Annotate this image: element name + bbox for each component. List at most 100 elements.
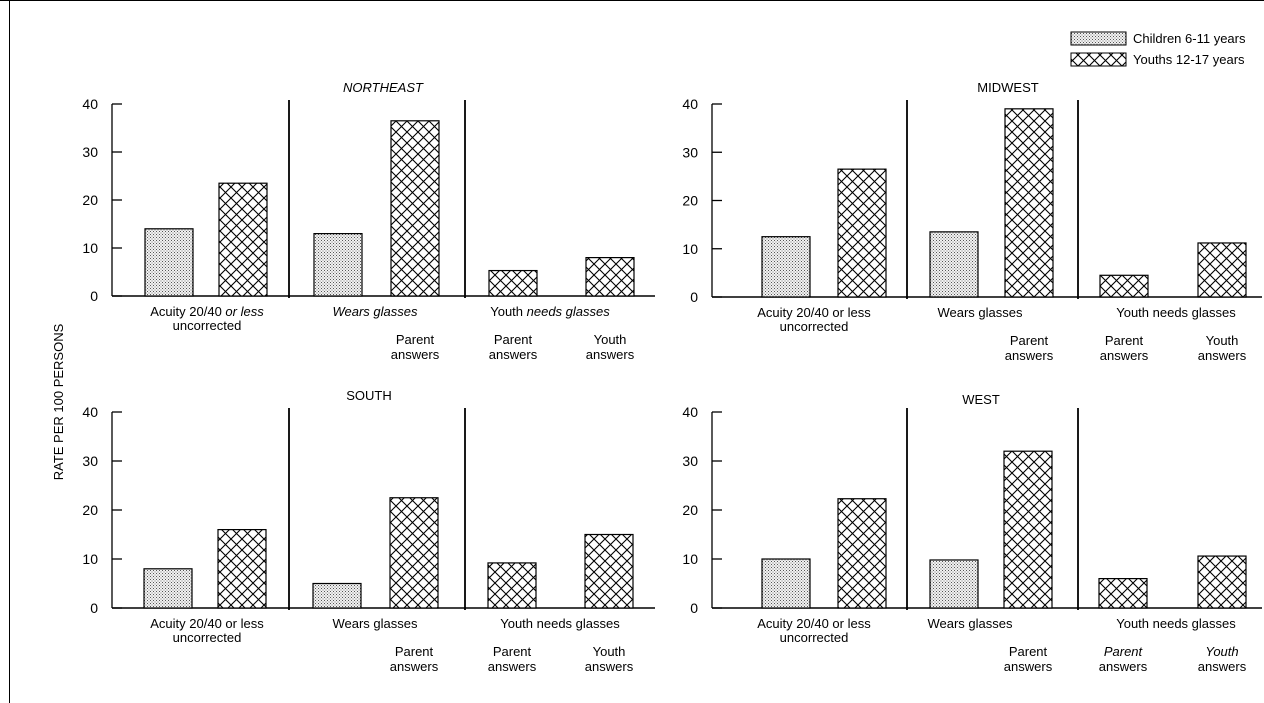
bar-youths [1197, 555, 1247, 609]
group-label: Wears glasses [332, 616, 418, 631]
y-tick-label: 0 [690, 600, 698, 616]
panel-west: WEST 0 10 20 30 40 Acuity 20/40 or lessuncorre… [682, 392, 1262, 674]
panel-title: WEST [962, 392, 1000, 407]
group-label: Wears glasses [927, 616, 1013, 631]
y-tick-label: 30 [82, 144, 98, 160]
bar-youths [1098, 577, 1148, 609]
bar-youths [584, 533, 634, 609]
group-label: uncorrected [780, 319, 849, 334]
bar-children [929, 231, 979, 298]
group-label: Acuity 20/40 or less [150, 616, 264, 631]
bar-sublabel: Parent [395, 644, 434, 659]
bar-youths [217, 528, 267, 609]
panel-midwest: MIDWEST 0 10 20 30 40 Acuity 20/40 or lessunco… [682, 80, 1262, 363]
bar-children [313, 233, 363, 297]
bar-children [143, 568, 193, 609]
bar-youths [1197, 242, 1247, 298]
y-tick-label: 10 [82, 551, 98, 567]
bar-youths [585, 257, 635, 297]
bar-sublabel: answers [1004, 659, 1053, 674]
bar-youths [837, 168, 887, 298]
y-tick-label: 10 [82, 240, 98, 256]
bar-sublabel: answers [1099, 659, 1148, 674]
panel-south: SOUTH 0 10 20 30 40 Acuity 20/40 or lessuncorr… [82, 388, 655, 674]
bar-youths [218, 182, 268, 297]
y-tick-label: 20 [682, 502, 698, 518]
legend-label-youths: Youths 12-17 years [1133, 52, 1245, 67]
y-tick-label: 30 [682, 144, 698, 160]
bar-sublabel: answers [1005, 348, 1054, 363]
y-tick-label: 40 [82, 404, 98, 420]
y-tick-label: 30 [82, 453, 98, 469]
bar-sublabel: Parent [493, 644, 532, 659]
y-tick-label: 0 [690, 289, 698, 305]
group-label: uncorrected [173, 630, 242, 645]
group-label: uncorrected [173, 318, 242, 333]
panel-northeast: NORTHEAST 0 10 20 30 40 Acuity 20/40 or lessun… [82, 80, 655, 362]
bar-youths [1003, 450, 1053, 609]
y-tick-label: 20 [82, 502, 98, 518]
bar-children [761, 236, 811, 298]
bar-sublabel: Youth [593, 644, 626, 659]
y-axis-label: RATE PER 100 PERSONS [51, 323, 66, 480]
y-tick-label: 20 [682, 193, 698, 209]
bar-youths [837, 498, 887, 609]
y-tick-label: 40 [682, 96, 698, 112]
bar-sublabel: Youth [1206, 333, 1239, 348]
bar-sublabel: Parent [1009, 644, 1048, 659]
panel-title: MIDWEST [977, 80, 1038, 95]
bar-sublabel: answers [488, 659, 537, 674]
y-tick-label: 10 [682, 241, 698, 257]
group-label: Wears glasses [332, 304, 418, 319]
bar-sublabel: Youth [594, 332, 627, 347]
group-label: Youth needs glasses [1116, 616, 1236, 631]
bar-youths [1099, 274, 1149, 298]
bar-children [929, 559, 979, 609]
bar-sublabel: answers [586, 347, 635, 362]
group-label: Youth needs glasses [500, 616, 620, 631]
group-label: uncorrected [780, 630, 849, 645]
bar-sublabel: answers [1100, 348, 1149, 363]
bar-sublabel: answers [391, 347, 440, 362]
legend-label-children: Children 6-11 years [1133, 31, 1246, 46]
bar-youths [488, 269, 538, 297]
y-tick-label: 30 [682, 453, 698, 469]
bar-youths [1004, 108, 1054, 298]
bar-children [761, 558, 811, 609]
group-label: Youth needs glasses [1116, 305, 1236, 320]
legend-swatch-youths [1070, 52, 1127, 67]
bar-sublabel: answers [1198, 348, 1247, 363]
bar-sublabel: Youth [1205, 644, 1238, 659]
panel-title: NORTHEAST [343, 80, 424, 95]
bar-youths [389, 497, 439, 609]
y-tick-label: 0 [90, 288, 98, 304]
y-tick-label: 40 [82, 96, 98, 112]
bar-children [312, 582, 362, 609]
bar-youths [487, 562, 537, 609]
y-tick-label: 20 [82, 192, 98, 208]
legend-swatch-children [1070, 31, 1127, 46]
y-tick-label: 0 [90, 600, 98, 616]
panel-title: SOUTH [346, 388, 392, 403]
legend: Children 6-11 years Youths 12-17 years [1070, 31, 1246, 67]
bar-sublabel: Parent [1010, 333, 1049, 348]
bar-sublabel: Parent [396, 332, 435, 347]
bar-sublabel: Parent [494, 332, 533, 347]
y-tick-label: 40 [682, 404, 698, 420]
group-label: Youth needs glasses [490, 304, 610, 319]
bar-sublabel: answers [489, 347, 538, 362]
bar-sublabel: answers [390, 659, 439, 674]
bar-children [144, 228, 194, 297]
y-tick-label: 10 [682, 551, 698, 567]
group-label: Acuity 20/40 or less [757, 305, 871, 320]
bar-sublabel: answers [1198, 659, 1247, 674]
group-label: Acuity 20/40 or less [150, 304, 264, 319]
bar-sublabel: Parent [1104, 644, 1144, 659]
bar-youths [390, 120, 440, 297]
group-label: Acuity 20/40 or less [757, 616, 871, 631]
bar-sublabel: answers [585, 659, 634, 674]
group-label: Wears glasses [937, 305, 1023, 320]
